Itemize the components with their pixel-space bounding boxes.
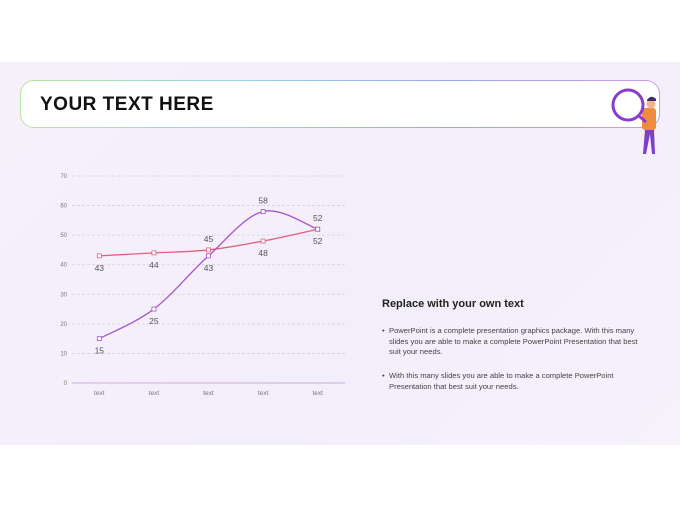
y-tick-label: 30	[60, 292, 67, 298]
y-tick-label: 20	[60, 322, 67, 328]
bullet-text: PowerPoint is a complete presentation gr…	[382, 326, 639, 358]
point-marker	[96, 253, 102, 259]
data-label: 15	[95, 346, 105, 356]
point-marker	[315, 226, 321, 232]
point-marker	[151, 250, 157, 256]
data-label: 44	[149, 260, 159, 270]
data-label: 48	[258, 248, 268, 258]
point-marker	[151, 306, 157, 312]
point-marker	[260, 209, 266, 214]
y-tick-label: 70	[60, 174, 67, 180]
slide-title: YOUR TEXT HERE	[40, 94, 214, 115]
data-label: 52	[313, 236, 323, 246]
x-tick-label: text	[149, 390, 160, 397]
y-tick-label: 50	[60, 233, 67, 239]
y-tick-label: 10	[60, 351, 67, 357]
data-label: 52	[313, 213, 323, 223]
data-label: 43	[204, 263, 214, 273]
point-marker	[96, 336, 102, 342]
data-label: 45	[204, 234, 214, 244]
text-heading: Replace with your own text	[382, 298, 524, 310]
y-tick-label: 0	[64, 381, 68, 387]
y-tick-label: 40	[60, 263, 67, 269]
x-tick-label: text	[94, 390, 105, 397]
magnifier-person-icon	[611, 88, 656, 154]
point-marker	[260, 238, 266, 244]
bullet-text: With this many slides you are able to ma…	[382, 371, 639, 392]
x-tick-label: text	[312, 390, 323, 397]
data-label: 58	[258, 195, 268, 205]
x-tick-label: text	[258, 390, 269, 397]
title-box	[20, 80, 660, 128]
series-line	[98, 210, 318, 340]
x-tick-label: text	[203, 390, 214, 397]
data-label: 25	[149, 316, 159, 326]
point-marker	[206, 253, 211, 259]
point-marker	[206, 247, 211, 253]
data-label: 43	[95, 263, 105, 273]
y-tick-label: 60	[60, 204, 67, 210]
